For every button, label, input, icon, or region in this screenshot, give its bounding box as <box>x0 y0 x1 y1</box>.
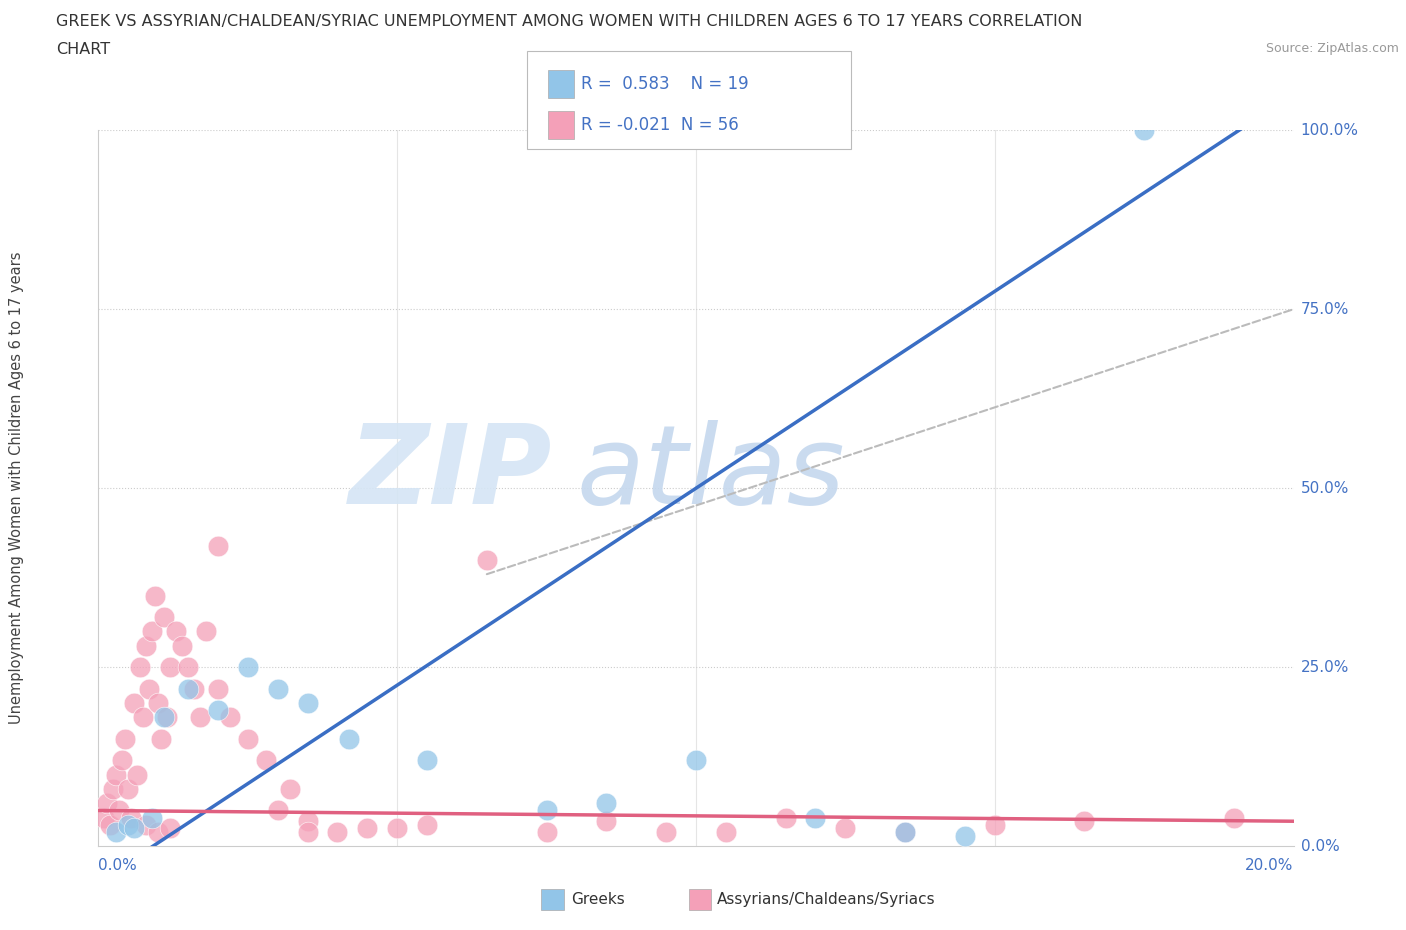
Point <box>207 538 229 553</box>
Point <box>267 682 290 697</box>
Point <box>894 825 917 840</box>
Point <box>326 825 349 840</box>
Point <box>150 731 173 746</box>
Point <box>141 624 163 639</box>
Point <box>165 624 187 639</box>
Point <box>156 710 179 724</box>
Point <box>278 781 301 796</box>
Point <box>141 810 163 825</box>
Point <box>159 660 181 675</box>
Text: 20.0%: 20.0% <box>1246 858 1294 873</box>
Point <box>103 781 125 796</box>
Point <box>108 804 131 818</box>
Point <box>297 696 319 711</box>
Point <box>127 767 149 782</box>
Point <box>536 804 558 818</box>
Point <box>1073 814 1095 829</box>
Point <box>775 810 797 825</box>
Point <box>135 817 157 832</box>
Point <box>953 828 976 843</box>
Point <box>983 817 1005 832</box>
Point <box>98 817 122 832</box>
Point <box>132 710 155 724</box>
Point <box>655 825 678 840</box>
Point <box>714 825 737 840</box>
Text: 25.0%: 25.0% <box>1301 659 1348 675</box>
Point <box>236 660 259 675</box>
Point <box>297 814 319 829</box>
Point <box>267 804 290 818</box>
Point <box>153 610 176 625</box>
Point <box>111 753 134 768</box>
Point <box>93 810 115 825</box>
Text: 100.0%: 100.0% <box>1301 123 1358 138</box>
Text: 0.0%: 0.0% <box>98 858 138 873</box>
Point <box>416 817 439 832</box>
Point <box>114 731 136 746</box>
Text: R = -0.021  N = 56: R = -0.021 N = 56 <box>581 115 738 134</box>
Point <box>297 825 319 840</box>
Point <box>685 753 707 768</box>
Point <box>124 696 146 711</box>
Point <box>194 624 218 639</box>
Point <box>105 767 128 782</box>
Point <box>177 660 200 675</box>
Point <box>834 821 856 836</box>
Text: 75.0%: 75.0% <box>1301 301 1348 317</box>
Text: R =  0.583    N = 19: R = 0.583 N = 19 <box>581 75 748 93</box>
Point <box>177 682 200 697</box>
Text: Assyrians/Chaldeans/Syriacs: Assyrians/Chaldeans/Syriacs <box>717 892 935 907</box>
Point <box>595 796 617 811</box>
Point <box>153 710 176 724</box>
Point <box>183 682 205 697</box>
Point <box>124 821 146 836</box>
Point <box>148 696 170 711</box>
Point <box>536 825 558 840</box>
Text: atlas: atlas <box>576 420 845 527</box>
Point <box>207 703 229 718</box>
Point <box>254 753 277 768</box>
Point <box>117 817 139 832</box>
Point <box>219 710 242 724</box>
Point <box>207 682 229 697</box>
Point <box>894 825 917 840</box>
Text: Source: ZipAtlas.com: Source: ZipAtlas.com <box>1265 42 1399 55</box>
Point <box>96 796 118 811</box>
Point <box>236 731 259 746</box>
Point <box>143 589 166 604</box>
Point <box>595 814 617 829</box>
Point <box>138 682 160 697</box>
Text: 50.0%: 50.0% <box>1301 481 1348 496</box>
Point <box>188 710 211 724</box>
Text: CHART: CHART <box>56 42 110 57</box>
Point <box>129 660 152 675</box>
Point <box>804 810 827 825</box>
Text: ZIP: ZIP <box>349 420 553 527</box>
Text: Greeks: Greeks <box>571 892 624 907</box>
Point <box>416 753 439 768</box>
Point <box>339 731 360 746</box>
Point <box>475 552 498 567</box>
Text: 0.0%: 0.0% <box>1301 839 1340 854</box>
Point <box>172 638 194 653</box>
Point <box>385 821 409 836</box>
Point <box>148 825 170 840</box>
Point <box>135 638 157 653</box>
Point <box>120 810 142 825</box>
Point <box>117 781 139 796</box>
Point <box>105 825 128 840</box>
Point <box>1222 810 1246 825</box>
Text: GREEK VS ASSYRIAN/CHALDEAN/SYRIAC UNEMPLOYMENT AMONG WOMEN WITH CHILDREN AGES 6 : GREEK VS ASSYRIAN/CHALDEAN/SYRIAC UNEMPL… <box>56 14 1083 29</box>
Text: Unemployment Among Women with Children Ages 6 to 17 years: Unemployment Among Women with Children A… <box>10 252 24 724</box>
Point <box>356 821 378 836</box>
Point <box>1133 123 1156 138</box>
Point <box>159 821 181 836</box>
